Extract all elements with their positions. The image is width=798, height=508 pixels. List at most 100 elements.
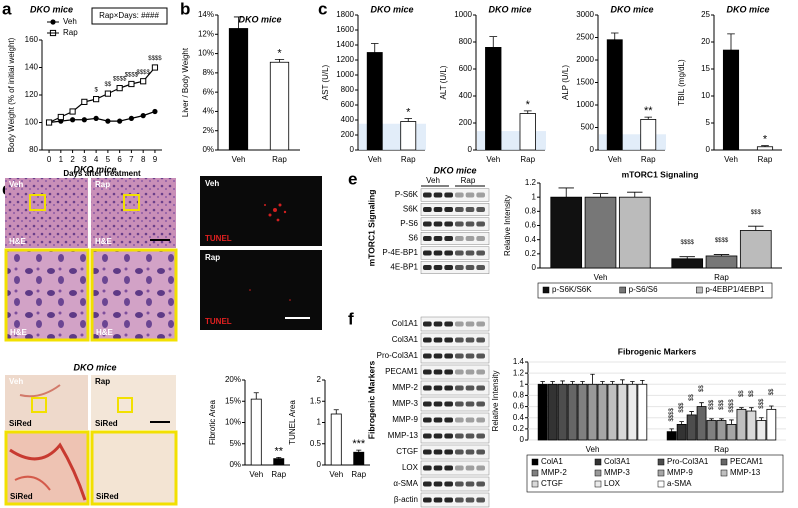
legend-label: CTGF: [541, 479, 563, 488]
y-tick-label: 1000: [576, 100, 594, 109]
image-label: Veh: [9, 377, 23, 386]
x-tick-label: Rap: [758, 155, 773, 164]
y-tick-label: 12%: [198, 29, 214, 38]
y-tick-label: 1800: [336, 10, 354, 19]
error-bar: [233, 16, 244, 29]
x-tick-label: Veh: [608, 155, 622, 164]
y-tick-label: 160: [25, 35, 39, 44]
blot-band: [476, 353, 485, 359]
bar: [330, 413, 342, 466]
blot-band: [455, 265, 464, 270]
significance: $$$$: [681, 240, 695, 246]
bar: [617, 383, 628, 441]
y-tick-label: 8%: [202, 68, 214, 77]
x-tick-label: Veh: [329, 470, 343, 479]
blot-band: [455, 481, 464, 487]
error-bar: [719, 418, 724, 421]
error-bar: [558, 187, 574, 198]
bar: [627, 383, 638, 441]
annotation: Rap×Days: ####: [99, 11, 159, 20]
image-label: Veh: [205, 179, 219, 188]
blot-band: [433, 465, 443, 471]
panel-label: b: [180, 0, 190, 18]
blot-band: [444, 321, 453, 327]
blot-band: [476, 401, 485, 407]
blot-band: [444, 401, 453, 407]
blot-band: [465, 433, 475, 439]
blot-band: [465, 250, 475, 256]
y-tick-label: 1200: [336, 55, 354, 64]
significance: $: [94, 88, 98, 94]
blot-band: [455, 221, 464, 227]
x-tick-label: Veh: [368, 155, 382, 164]
significance: *: [526, 99, 531, 111]
blot-band: [465, 353, 475, 359]
bar: [273, 458, 285, 466]
y-axis-label: AST (U/L): [321, 64, 330, 100]
error-bar: [370, 43, 379, 53]
error-bar: [729, 419, 734, 425]
blot-band: [455, 497, 464, 503]
blot-band: [455, 353, 464, 359]
image-label: SiRed: [96, 492, 119, 501]
bar: [671, 258, 704, 269]
bar: [577, 383, 588, 441]
blot-band: [444, 369, 453, 375]
legend-label: PECAM1: [730, 457, 763, 466]
blot-band: [465, 465, 475, 471]
point: [128, 115, 135, 121]
image-label: SiRed: [9, 419, 32, 428]
error-bar: [610, 381, 615, 385]
blot-band: [444, 481, 453, 487]
y-tick-label: 600: [341, 100, 355, 109]
line: [48, 67, 156, 124]
y-tick-label: 0: [532, 263, 537, 272]
legend-swatch: [657, 469, 665, 477]
y-tick-label: 5: [706, 118, 711, 127]
legend-label: Rap: [63, 28, 78, 37]
y-tick-label: 15%: [225, 396, 241, 405]
blot-group: Rap: [461, 176, 476, 185]
x-tick-label: Rap: [641, 155, 656, 164]
blot-band: [423, 250, 432, 256]
blot-label: P-S6K: [395, 190, 419, 199]
x-tick-label: Veh: [249, 470, 263, 479]
blot-band: [423, 353, 432, 359]
legend-swatch: [594, 458, 602, 466]
bar: [584, 196, 617, 269]
x-tick-label: Rap: [714, 273, 729, 282]
legend-swatch: [531, 469, 539, 477]
bar: [676, 423, 687, 441]
bar: [366, 52, 383, 151]
blot-band: [423, 449, 432, 455]
image-label: Rap: [205, 253, 220, 262]
blot-band: [465, 385, 475, 391]
panel-label: e: [348, 169, 357, 188]
blot-band: [444, 250, 453, 256]
image: [90, 430, 178, 506]
blot-band: [423, 221, 432, 227]
y-tick-label: 80: [29, 145, 38, 154]
error-bar: [333, 409, 339, 414]
image-label: TUNEL: [205, 234, 232, 243]
significance: $$$$: [113, 77, 127, 83]
x-axis-label: Days after treatment: [63, 169, 141, 178]
significance: $$$: [709, 399, 715, 410]
chart-title: DKO mice: [726, 4, 769, 14]
y-tick-label: 2000: [576, 55, 594, 64]
y-tick-label: 0.8: [513, 391, 525, 400]
image: [91, 178, 176, 248]
blot-label: Col1A1: [392, 319, 419, 328]
significance: $$$: [751, 210, 762, 216]
blot-strip: [420, 460, 490, 476]
y-tick-label: 2%: [202, 126, 214, 135]
blot-band: [433, 369, 443, 375]
significance: $$: [699, 385, 705, 392]
y-tick-label: 1: [317, 418, 322, 427]
blot-band: [444, 417, 453, 423]
chart-title: DKO mice: [610, 4, 653, 14]
blot-strip: [420, 364, 490, 380]
error-bar: [749, 407, 754, 412]
blot-band: [455, 192, 464, 198]
image-label: H&E: [9, 237, 27, 246]
